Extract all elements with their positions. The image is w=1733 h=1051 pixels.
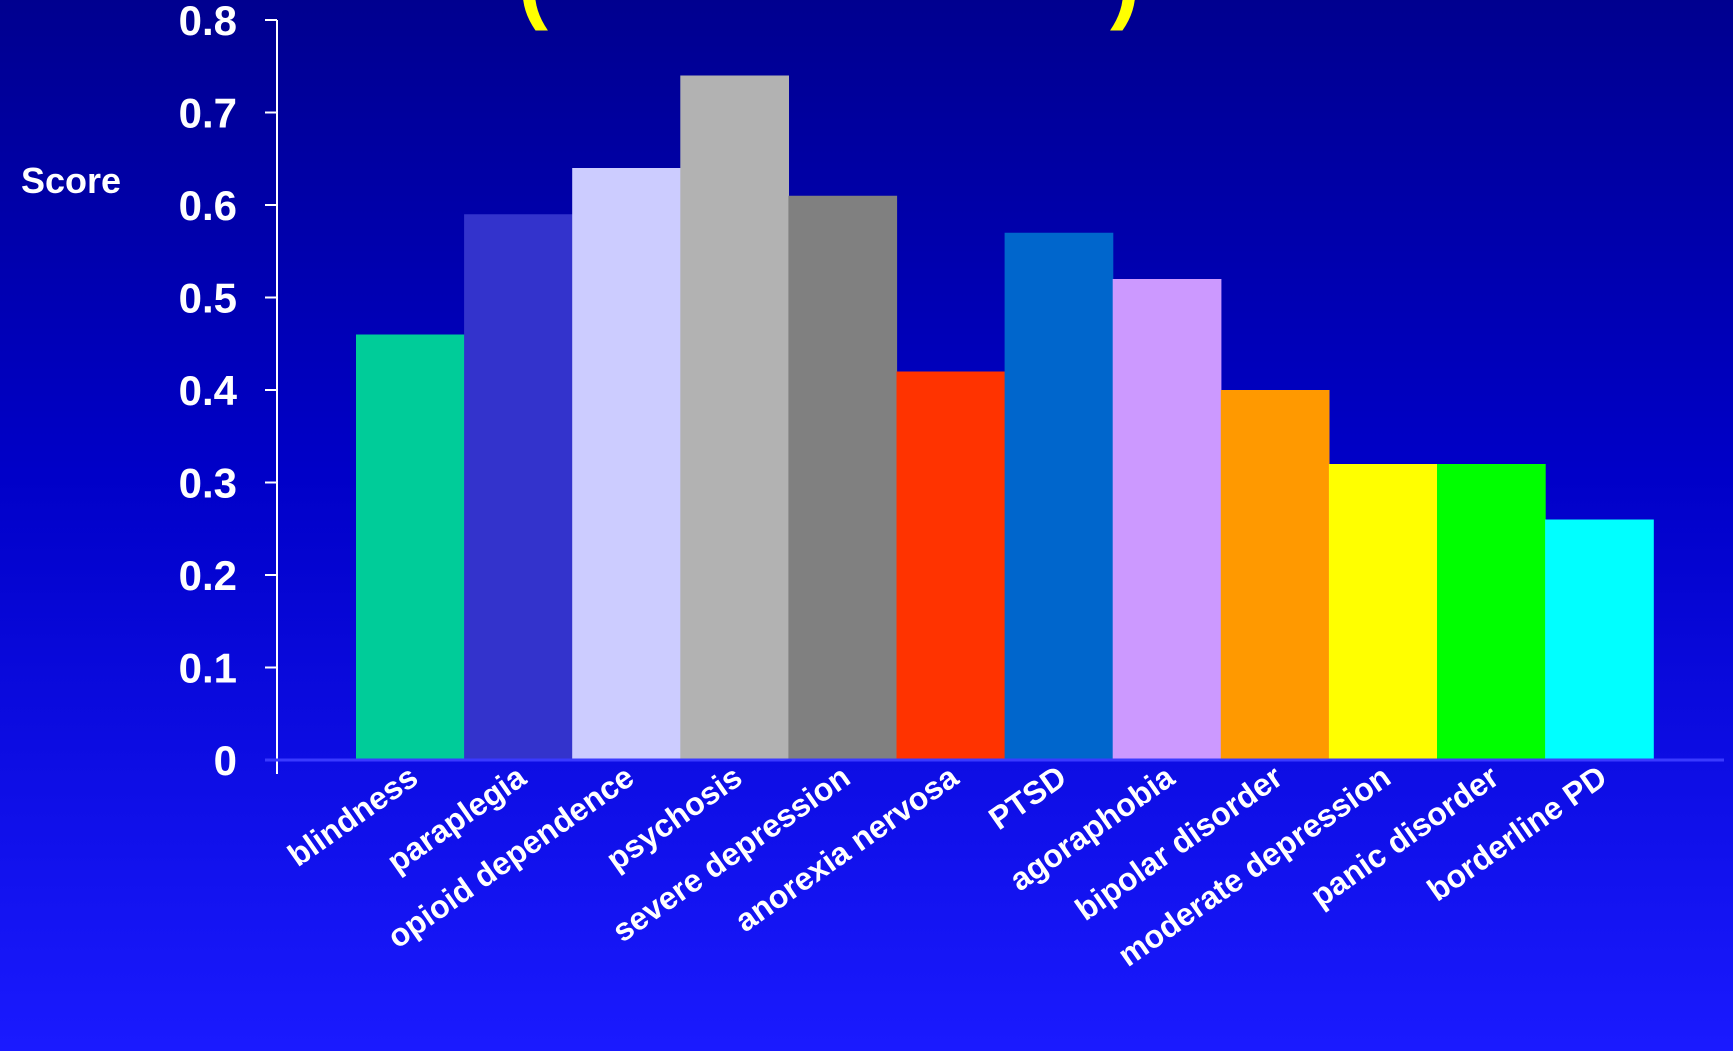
bar bbox=[1220, 390, 1330, 760]
category-label: panic disorder bbox=[1304, 758, 1505, 914]
bar bbox=[1004, 232, 1114, 760]
y-tick-label: 0.1 bbox=[179, 645, 237, 692]
y-tick-label: 0 bbox=[214, 737, 237, 784]
y-tick-label: 0.4 bbox=[179, 367, 238, 414]
bar bbox=[1112, 279, 1222, 760]
bar bbox=[464, 214, 573, 760]
y-tick-label: 0.7 bbox=[179, 90, 237, 137]
y-axis-title: Score bbox=[21, 160, 121, 201]
y-tick-label: 0.8 bbox=[179, 0, 237, 44]
y-axis-ticks: 0 0.1 0.2 0.3 0.4 0.5 0.6 0.7 0.8 bbox=[179, 0, 277, 784]
y-tick-label: 0.3 bbox=[179, 460, 237, 507]
category-label: PTSD bbox=[982, 758, 1073, 836]
bar bbox=[788, 195, 898, 760]
bar bbox=[1328, 464, 1438, 760]
bar bbox=[896, 371, 1006, 760]
bar bbox=[572, 168, 681, 760]
y-tick-label: 0.5 bbox=[179, 275, 237, 322]
chart-title-left-fragment: ( bbox=[518, 0, 548, 32]
category-label: borderline PD bbox=[1421, 758, 1614, 908]
bar bbox=[1545, 519, 1654, 760]
bars bbox=[356, 75, 1654, 760]
axes bbox=[265, 20, 1724, 774]
y-tick-label: 0.2 bbox=[179, 552, 237, 599]
bar bbox=[1437, 464, 1546, 760]
chart-title-right-fragment: ) bbox=[1110, 0, 1140, 32]
bar bbox=[680, 75, 789, 760]
bar bbox=[356, 334, 465, 760]
y-tick-label: 0.6 bbox=[179, 182, 237, 229]
